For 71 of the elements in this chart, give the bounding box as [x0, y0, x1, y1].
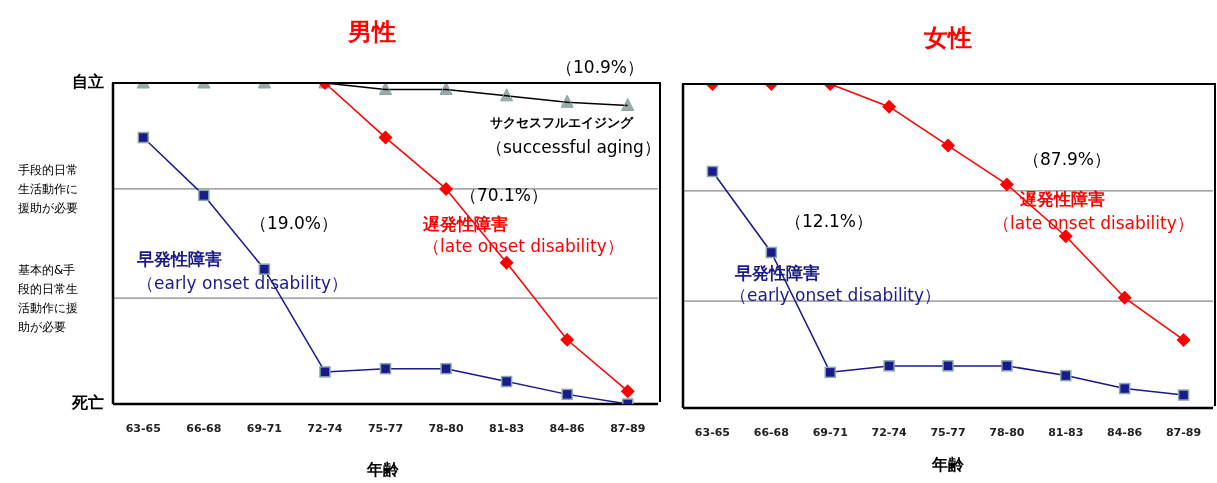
- annotation: （19.0%）: [250, 212, 339, 235]
- annotation: （early onset disability）: [730, 284, 942, 307]
- x-tick-label: 84-86: [549, 421, 586, 435]
- point: [1058, 229, 1073, 244]
- chart-title: 女性: [923, 23, 973, 54]
- x-tick-label: 66-68: [186, 421, 222, 435]
- x-tick-label: 72-74: [871, 425, 908, 439]
- point: [999, 177, 1014, 192]
- point: [1001, 360, 1013, 372]
- x-tick-label: 78-80: [428, 421, 464, 435]
- x-tick-label: 78-80: [989, 425, 1025, 439]
- point: [378, 130, 393, 145]
- point: [706, 165, 719, 178]
- ref-line-label: 基本的&手段的日常生活動作に援助が必要: [18, 262, 78, 334]
- chart-title: 男性: [346, 17, 397, 48]
- x-tick-label: 84-86: [1107, 425, 1143, 439]
- x-tick-label: 87-89: [610, 421, 646, 435]
- point: [942, 360, 954, 372]
- x-tick-label: 66-68: [753, 425, 789, 439]
- ref-line-label: 手段的日常生活動作に援助が必要: [18, 162, 78, 215]
- point: [560, 332, 575, 347]
- point: [882, 99, 897, 114]
- series-label: 早発性障害: [137, 248, 222, 271]
- point: [439, 181, 454, 196]
- point: [1177, 389, 1190, 401]
- annotation: （70.1%）: [460, 184, 549, 207]
- point: [941, 138, 955, 153]
- x-tick-label: 75-77: [930, 425, 966, 439]
- point: [765, 246, 778, 259]
- text: 死亡: [72, 393, 104, 414]
- series-label: 遅発性障害: [1020, 188, 1105, 211]
- point: [1060, 369, 1072, 382]
- x-tick-label: 69-71: [246, 421, 282, 435]
- x-tick-label: 63-65: [125, 421, 161, 435]
- point: [560, 94, 574, 108]
- x-tick-label: 63-65: [694, 425, 731, 439]
- annotation: （late onset disability）: [993, 212, 1194, 235]
- text: （10.9%）: [556, 56, 645, 79]
- point: [824, 366, 836, 379]
- point: [440, 362, 452, 375]
- point: [499, 255, 514, 270]
- point: [198, 189, 210, 202]
- point: [1117, 290, 1132, 305]
- point: [258, 263, 271, 275]
- x-tick-label: 81-83: [1048, 425, 1084, 439]
- x-tick-label: 81-83: [489, 421, 525, 435]
- series-label: 遅発性障害: [423, 213, 508, 236]
- annotation: （12.1%）: [785, 210, 874, 233]
- x-tick-label: 72-74: [307, 421, 343, 435]
- point: [379, 83, 392, 95]
- point: [500, 88, 514, 102]
- x-axis-title: 年齢: [366, 460, 400, 481]
- point: [379, 362, 392, 375]
- annotation: （successful aging）: [486, 136, 661, 159]
- annotation: （87.9%）: [1023, 148, 1112, 171]
- x-tick-label: 87-89: [1165, 425, 1202, 439]
- point: [319, 366, 331, 378]
- point: [439, 83, 453, 95]
- point: [1176, 332, 1191, 347]
- point: [500, 375, 513, 388]
- x-tick-label: 69-71: [812, 425, 848, 439]
- x-axis-title: 年齢: [931, 455, 965, 476]
- point: [561, 388, 573, 401]
- point: [883, 360, 895, 372]
- series-label: サクセスフルエイジング: [490, 114, 633, 132]
- point: [137, 131, 150, 144]
- x-tick-label: 75-77: [367, 421, 404, 435]
- point: [621, 97, 635, 111]
- point: [620, 384, 635, 399]
- text: 自立: [72, 72, 104, 93]
- point: [1118, 382, 1131, 395]
